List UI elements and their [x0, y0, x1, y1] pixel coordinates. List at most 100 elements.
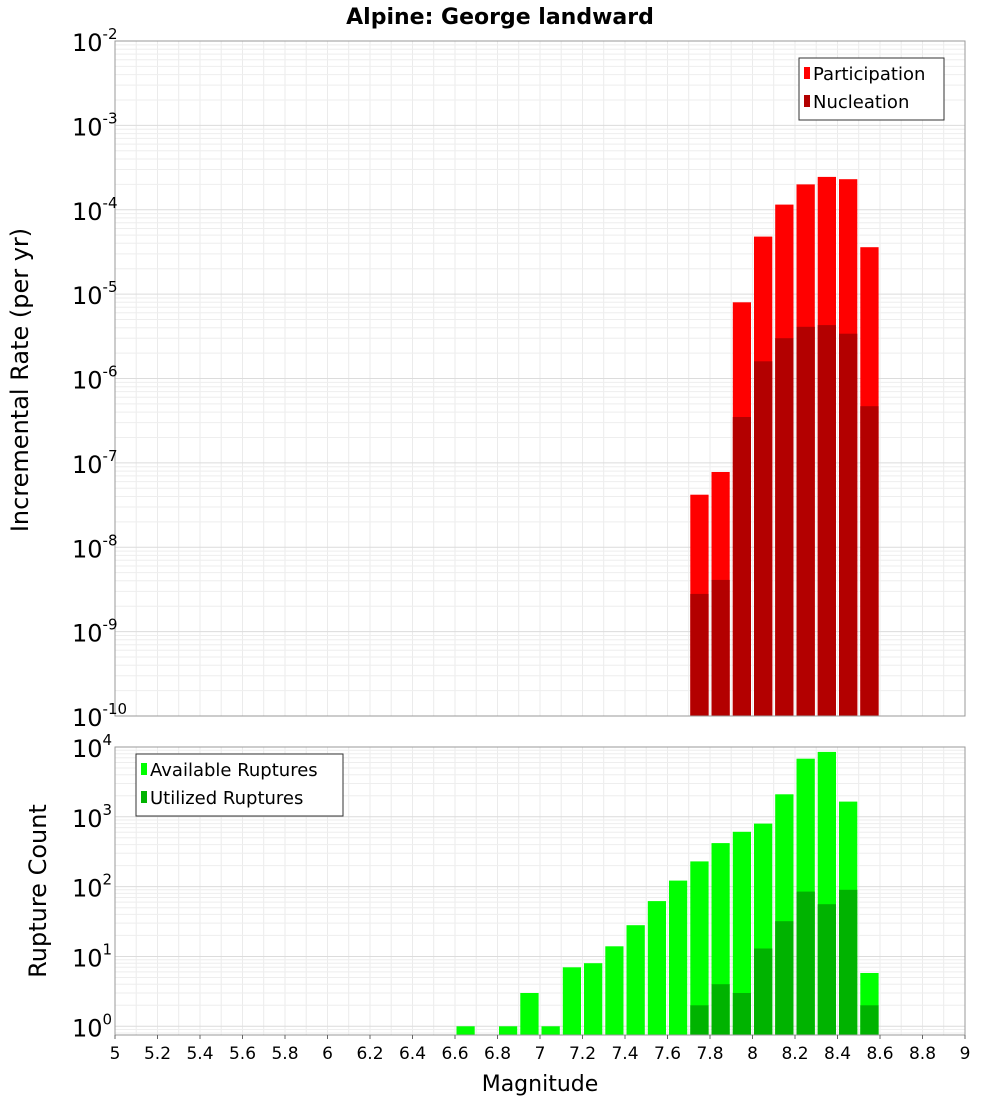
y-tick-label: 10-3: [72, 109, 118, 141]
legend-swatch: [804, 95, 810, 107]
x-tick-label: 5.2: [144, 1044, 171, 1064]
y-tick-exponent: -8: [103, 531, 118, 549]
y-tick-base: 10: [72, 735, 103, 763]
bar-available-ruptures: [626, 925, 645, 1035]
y-tick-base: 10: [72, 620, 103, 648]
x-tick-label: 6.8: [484, 1044, 511, 1064]
x-tick-label: 9: [960, 1044, 971, 1064]
x-tick-label: 6: [322, 1044, 333, 1064]
overlay-bar-nucleation: [754, 361, 773, 716]
y-tick-base: 10: [72, 113, 103, 141]
y-tick-exponent: 2: [103, 871, 113, 889]
rate-y-axis-label: Incremental Rate (per yr): [6, 228, 34, 532]
y-tick-label: 10-8: [72, 531, 118, 563]
y-tick-base: 10: [72, 535, 103, 563]
y-tick-label: 10-9: [72, 616, 118, 648]
bar-available-ruptures: [605, 946, 624, 1035]
bar-available-ruptures: [584, 963, 603, 1035]
bar-available-ruptures: [732, 831, 751, 1035]
y-tick-base: 10: [72, 367, 103, 395]
overlay-bar-nucleation: [732, 417, 751, 716]
bar-available-ruptures: [456, 1026, 475, 1035]
x-tick-label: 8: [747, 1044, 758, 1064]
y-tick-exponent: -2: [103, 25, 118, 43]
y-tick-label: 104: [72, 731, 112, 763]
y-tick-base: 10: [72, 875, 103, 903]
overlay-bar-utilized-ruptures: [860, 1005, 879, 1035]
y-tick-label: 10-6: [72, 363, 118, 395]
legend-box: [135, 753, 344, 817]
y-tick-label: 103: [72, 801, 112, 833]
count-y-axis-label: Rupture Count: [24, 804, 52, 978]
x-tick-label: 8.2: [781, 1044, 808, 1064]
x-tick-label: 7.4: [611, 1044, 638, 1064]
y-tick-base: 10: [72, 704, 103, 732]
overlay-bar-nucleation: [690, 593, 709, 716]
y-tick-exponent: -5: [103, 278, 118, 296]
bar-available-ruptures: [520, 993, 539, 1035]
chart-title: Alpine: George landward: [346, 5, 654, 30]
x-tick-label: 8.8: [909, 1044, 936, 1064]
rate-plot-border: [114, 40, 966, 717]
bar-available-ruptures: [562, 967, 581, 1035]
legend-label: Participation: [813, 64, 925, 85]
bar-available-ruptures: [541, 1026, 560, 1035]
bar-available-ruptures: [690, 861, 709, 1035]
y-tick-label: 10-7: [72, 447, 118, 479]
rate-bars: [690, 176, 879, 716]
x-tick-label: 5.4: [186, 1044, 213, 1064]
y-tick-base: 10: [72, 945, 103, 973]
magnitude-x-ticks: 5 5.2 5.4 5.6 5.8 6 6.2 6.4 6.6 6.8 7 7.2 7.4 7.6 7.8 8…: [110, 1035, 971, 1064]
y-tick-base: 10: [72, 805, 103, 833]
y-tick-base: 10: [72, 282, 103, 310]
overlay-bar-nucleation: [817, 325, 836, 716]
x-tick-label: 7.2: [569, 1044, 596, 1064]
x-tick-label: 7.6: [654, 1044, 681, 1064]
overlay-bar-utilized-ruptures: [775, 921, 794, 1035]
y-tick-base: 10: [72, 29, 103, 57]
x-axis-label: Magnitude: [482, 1072, 599, 1097]
bar-available-ruptures: [647, 901, 666, 1035]
legend-swatch: [804, 67, 810, 79]
y-tick-exponent: 1: [103, 941, 113, 959]
count-legend: Available Ruptures Utilized Ruptures: [135, 753, 344, 817]
overlay-bar-utilized-ruptures: [754, 948, 773, 1035]
y-tick-base: 10: [72, 198, 103, 226]
y-tick-label: 10-10: [72, 700, 127, 732]
overlay-bar-utilized-ruptures: [796, 891, 815, 1035]
y-tick-exponent: -3: [103, 109, 118, 127]
rate-legend: Participation Nucleation: [798, 57, 945, 121]
y-tick-base: 10: [72, 451, 103, 479]
count-bars: [456, 751, 879, 1035]
x-tick-label: 7: [535, 1044, 546, 1064]
overlay-bar-utilized-ruptures: [839, 889, 858, 1035]
y-tick-label: 10-5: [72, 278, 118, 310]
x-tick-label: 5.8: [271, 1044, 298, 1064]
overlay-bar-utilized-ruptures: [711, 984, 730, 1035]
overlay-bar-nucleation: [796, 326, 815, 716]
legend-swatch: [141, 791, 147, 803]
y-tick-exponent: -10: [103, 700, 128, 718]
x-tick-label: 8.6: [866, 1044, 893, 1064]
y-tick-exponent: -4: [103, 194, 118, 212]
overlay-bar-nucleation: [775, 338, 794, 716]
overlay-bar-utilized-ruptures: [817, 904, 836, 1035]
overlay-bar-utilized-ruptures: [690, 1005, 709, 1035]
y-tick-exponent: 3: [103, 801, 113, 819]
x-tick-label: 6.2: [356, 1044, 383, 1064]
legend-label: Utilized Ruptures: [150, 788, 303, 809]
y-tick-label: 100: [72, 1010, 112, 1042]
x-tick-label: 6.6: [441, 1044, 468, 1064]
y-tick-label: 102: [72, 871, 112, 903]
y-tick-label: 10-4: [72, 194, 118, 226]
legend-swatch: [141, 763, 147, 775]
y-tick-exponent: -9: [103, 616, 118, 634]
y-tick-exponent: -7: [103, 447, 118, 465]
y-tick-base: 10: [72, 1014, 103, 1042]
rate-grid: [114, 41, 966, 717]
